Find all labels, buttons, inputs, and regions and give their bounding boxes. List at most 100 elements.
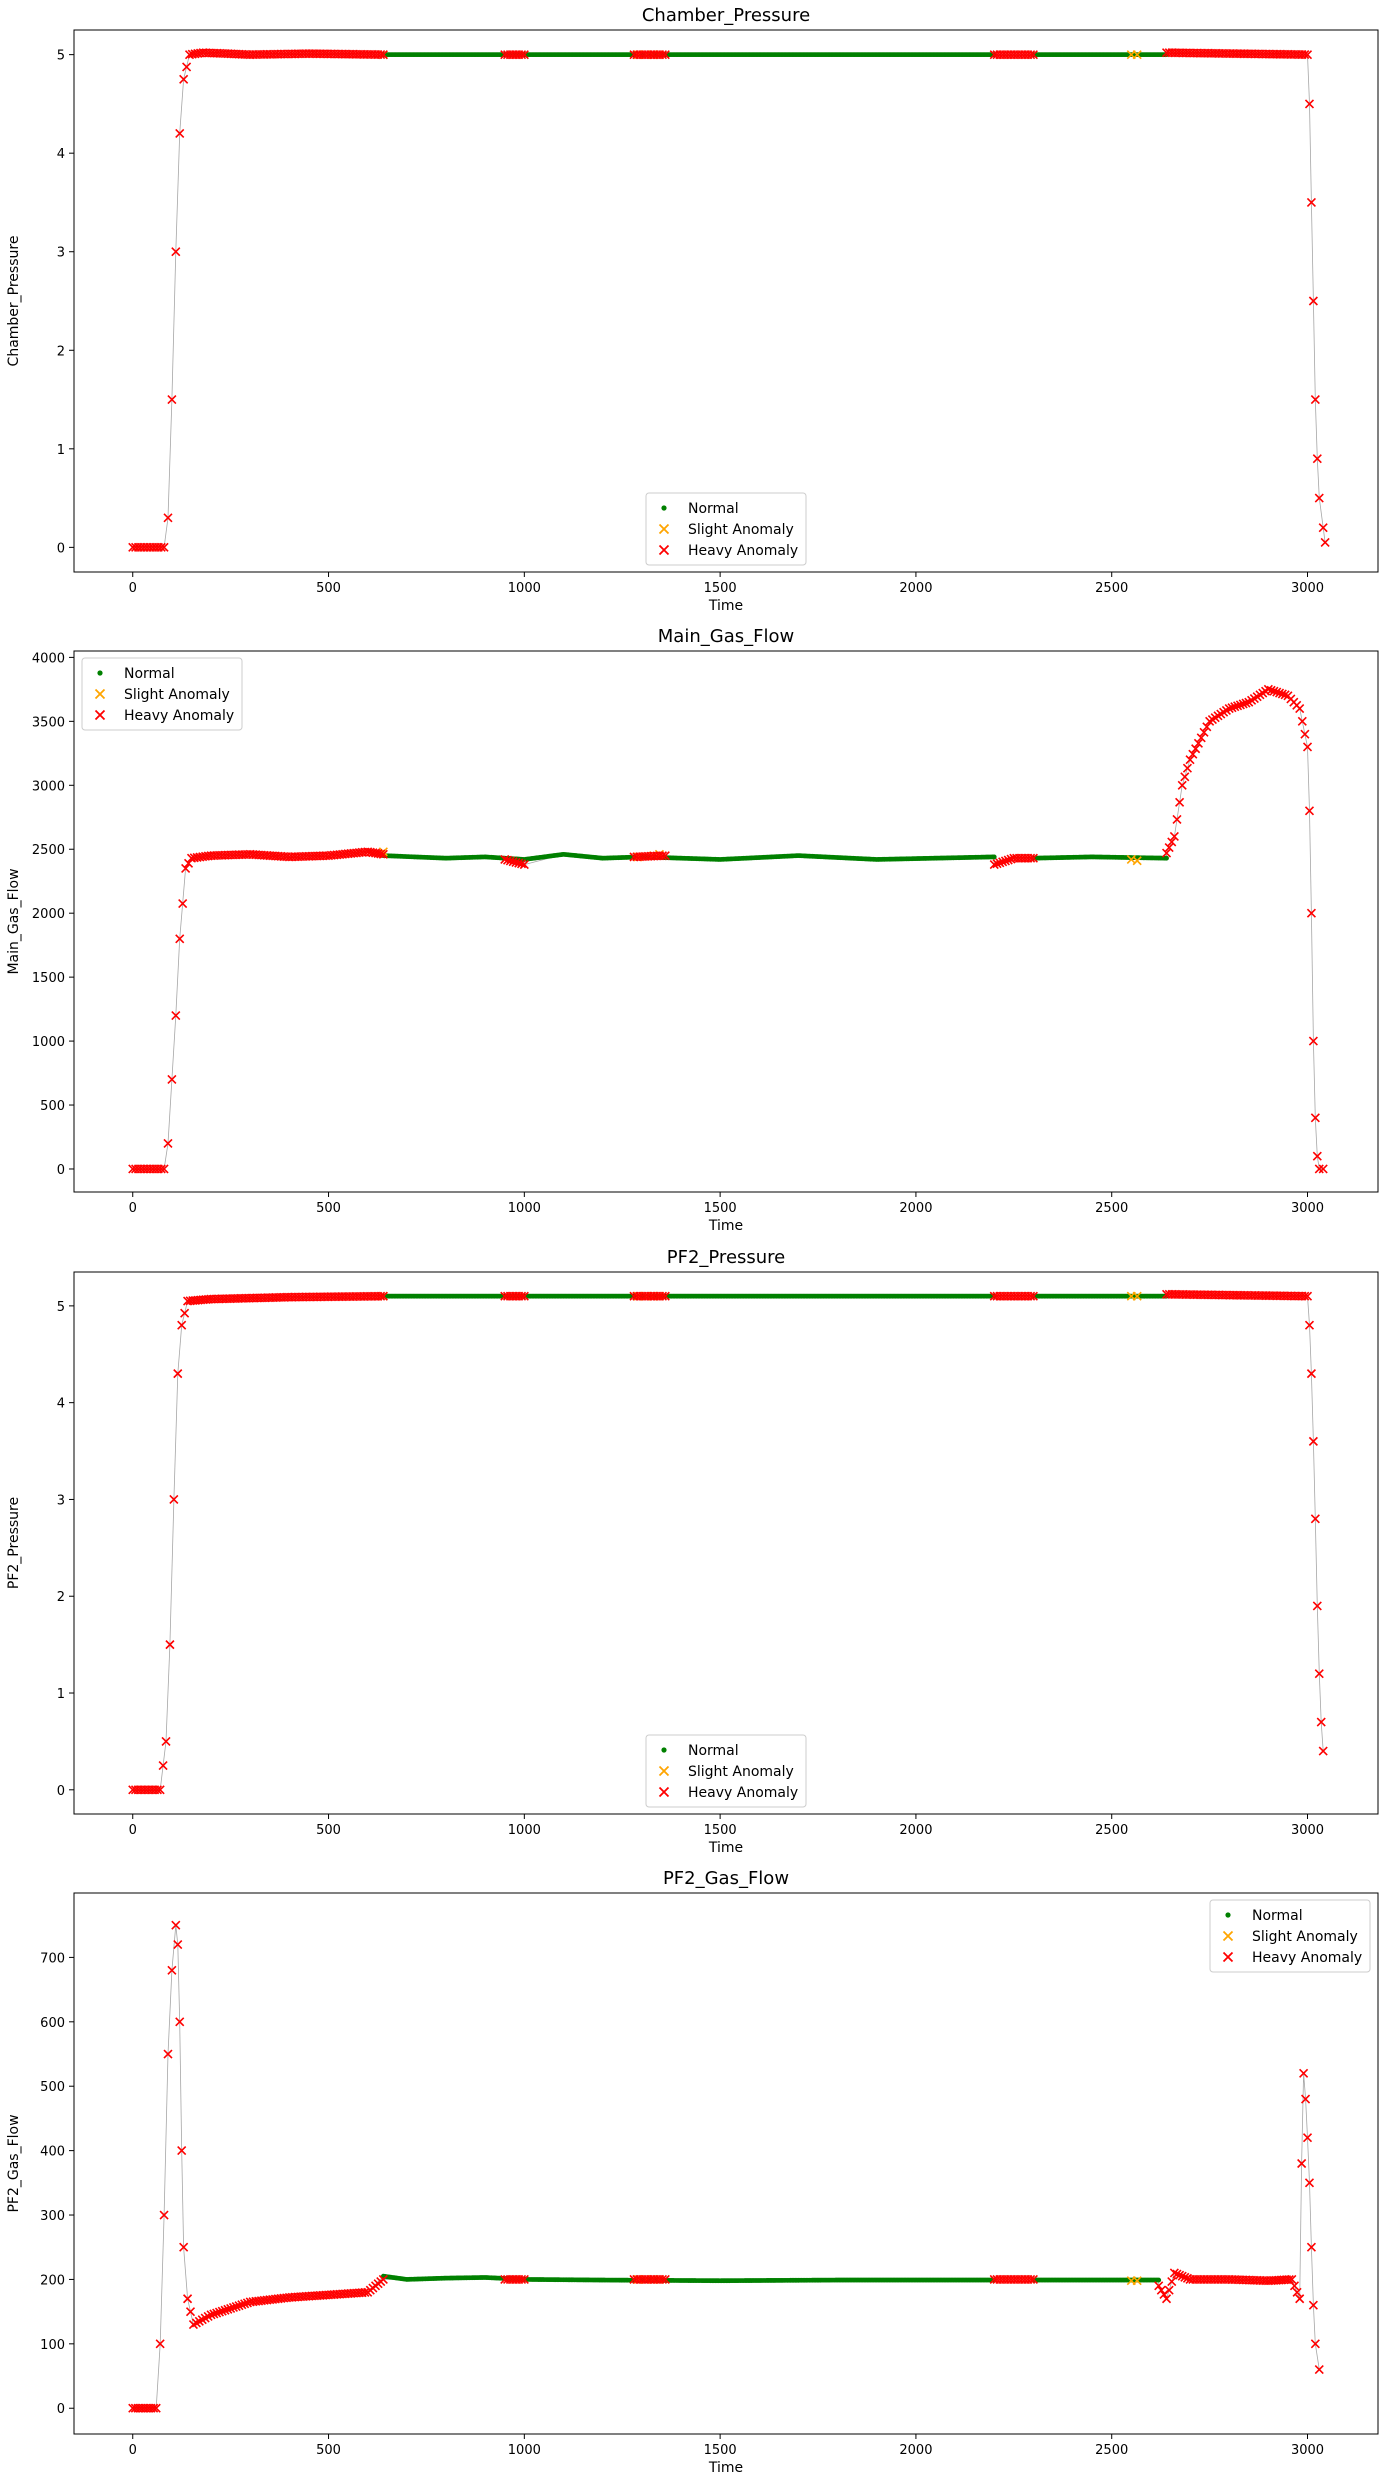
point-heavy [167, 1965, 177, 1975]
legend-marker-normal [1225, 1912, 1231, 1918]
point-normal [991, 854, 997, 860]
point-heavy [660, 50, 670, 60]
point-heavy [1193, 738, 1203, 748]
plot-area [128, 1289, 1328, 1795]
point-heavy [1169, 831, 1179, 842]
x-tick-label: 1500 [704, 1823, 737, 1838]
y-tick-label: 100 [40, 2338, 65, 2353]
y-tick-label: 2 [57, 344, 65, 359]
point-heavy [1304, 1320, 1315, 1330]
point-heavy [376, 50, 386, 60]
point-heavy [1191, 744, 1201, 754]
point-heavy [516, 1291, 527, 1301]
point-heavy [1026, 50, 1036, 60]
y-tick-label: 5 [57, 49, 65, 64]
point-heavy [992, 859, 1002, 869]
point-heavy [156, 1164, 166, 1174]
point-heavy [171, 247, 181, 257]
legend-label-heavy: Heavy Anomaly [688, 543, 798, 559]
point-heavy [226, 2303, 236, 2313]
x-tick-label: 500 [316, 1823, 341, 1838]
point-heavy [516, 859, 527, 869]
legend: Normal Slight Anomaly Heavy Anomaly [81, 657, 243, 731]
plot-area [128, 684, 1328, 1174]
point-heavy [516, 50, 527, 60]
y-axis-label: Chamber_Pressure [6, 236, 22, 367]
point-heavy [1026, 853, 1036, 863]
point-heavy [175, 2017, 185, 2027]
legend-label-heavy: Heavy Anomaly [688, 1785, 798, 1801]
point-heavy [511, 857, 521, 867]
point-slight [1132, 1291, 1142, 1301]
point-heavy [1028, 2274, 1038, 2284]
point-heavy [220, 2305, 230, 2315]
point-heavy [1310, 1113, 1320, 1123]
point-heavy [1230, 702, 1240, 712]
point-heavy [179, 74, 189, 84]
point-heavy [1306, 2242, 1316, 2252]
point-heavy [1172, 2269, 1182, 2279]
x-tick-label: 2500 [1095, 581, 1128, 596]
point-heavy [173, 1369, 183, 1379]
point-heavy [163, 1138, 173, 1148]
point-heavy [1306, 1369, 1316, 1379]
point-heavy [1199, 727, 1209, 737]
x-tick-label: 1000 [508, 581, 541, 596]
point-heavy [1308, 1036, 1318, 1046]
signal-line [132, 1293, 1324, 1791]
legend-marker-normal [97, 670, 103, 676]
x-tick-label: 1000 [508, 1823, 541, 1838]
point-heavy [1167, 837, 1177, 847]
legend-label-heavy: Heavy Anomaly [1252, 1950, 1362, 1966]
point-slight [1132, 2276, 1142, 2286]
y-tick-label: 0 [57, 1784, 65, 1799]
point-heavy [1289, 2281, 1300, 2291]
y-tick-label: 1 [57, 1687, 65, 1702]
point-heavy [240, 2299, 250, 2309]
x-tick-label: 2500 [1095, 1823, 1128, 1838]
point-heavy [1300, 729, 1310, 739]
point-heavy [1272, 687, 1282, 697]
point-heavy [1164, 2285, 1174, 2295]
point-heavy [1188, 749, 1198, 759]
legend-marker-normal [661, 1747, 667, 1753]
point-heavy [1028, 853, 1038, 863]
point-heavy [182, 2294, 193, 2304]
point-heavy [165, 1640, 175, 1650]
point-normal [1164, 855, 1169, 861]
point-heavy [376, 1291, 386, 1301]
point-heavy [1169, 2268, 1179, 2278]
point-heavy [378, 1291, 388, 1301]
legend-label-slight: Slight Anomaly [124, 687, 230, 703]
point-heavy [660, 2274, 670, 2284]
chart-title: Chamber_Pressure [642, 5, 810, 26]
x-tick-label: 2500 [1095, 2443, 1128, 2458]
point-heavy [167, 394, 177, 405]
x-tick-label: 500 [316, 581, 341, 596]
point-heavy [161, 1736, 171, 1746]
y-tick-label: 1500 [32, 971, 65, 986]
legend: Normal Slight Anomaly Heavy Anomaly [645, 1734, 807, 1808]
x-axis-label: Time [708, 598, 743, 614]
point-heavy [206, 2310, 216, 2320]
point-heavy [1000, 856, 1010, 866]
legend-marker-heavy [658, 1786, 670, 1798]
point-heavy [234, 2301, 244, 2311]
point-heavy [1028, 1291, 1038, 1301]
point-heavy [1266, 685, 1276, 695]
point-heavy [228, 2302, 238, 2313]
point-heavy [1302, 742, 1313, 752]
point-heavy [1274, 688, 1285, 698]
y-tick-label: 3500 [32, 715, 65, 730]
signal-line [132, 1925, 1320, 2409]
point-heavy [660, 851, 670, 861]
chart-title: Main_Gas_Flow [658, 626, 794, 647]
x-tick-label: 500 [316, 1201, 341, 1216]
x-tick-label: 1500 [704, 2443, 737, 2458]
axes-frame [73, 650, 1379, 1193]
legend-marker-slight [1222, 1930, 1234, 1942]
point-heavy [1295, 703, 1305, 714]
point-heavy [167, 1074, 177, 1085]
y-tick-label: 3 [57, 1493, 65, 1508]
